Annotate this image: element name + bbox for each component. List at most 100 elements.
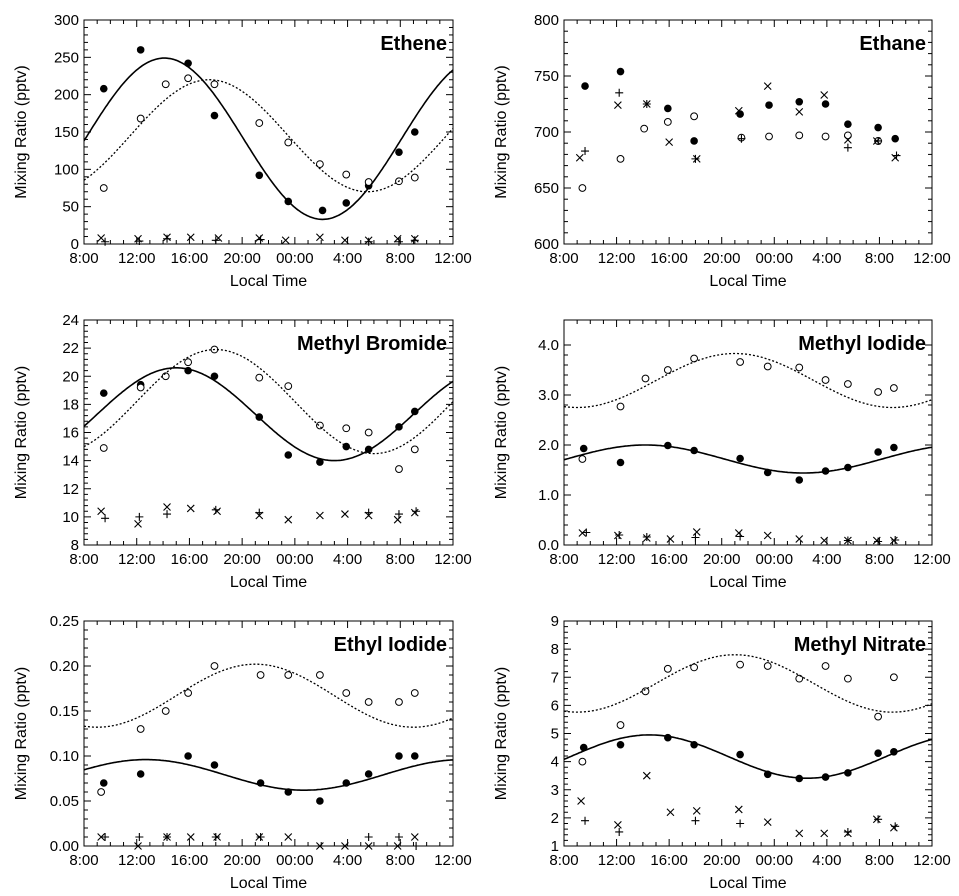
x-axis-label: Local Time <box>709 574 786 591</box>
data-point-open <box>795 363 804 372</box>
data-point-open <box>763 362 772 371</box>
data-point-plus <box>736 819 745 828</box>
solid-fit-curve <box>84 758 453 791</box>
data-point-filled <box>410 128 419 136</box>
data-point-cross <box>410 833 419 841</box>
solid-fit-curve <box>84 367 453 462</box>
data-point-filled <box>579 444 588 453</box>
y-tick-label: 3.0 <box>538 387 559 404</box>
data-point-cross <box>763 82 772 90</box>
x-tick-label: 4:00 <box>333 551 362 568</box>
data-point-open <box>395 698 403 706</box>
x-tick-label: 4:00 <box>812 551 841 568</box>
data-point-cross <box>163 503 171 511</box>
data-point-filled <box>664 441 672 450</box>
x-tick-label: 12:00 <box>913 250 951 267</box>
data-point-filled <box>210 111 219 120</box>
data-point-plus <box>736 532 745 541</box>
data-point-filled <box>795 476 804 484</box>
data-point-plus <box>642 100 651 108</box>
data-point-plus <box>135 833 144 841</box>
dotted-fit-curve <box>84 79 453 193</box>
data-point-filled <box>395 148 403 156</box>
y-tick-label: 1 <box>551 838 559 855</box>
data-point-plus <box>101 833 110 841</box>
data-point-cross <box>820 829 829 838</box>
x-tick-label: 4:00 <box>333 250 362 267</box>
data-point-plus <box>582 528 591 537</box>
data-point-open <box>161 707 170 715</box>
data-point-filled <box>616 740 625 749</box>
y-tick-label: 0 <box>71 236 79 253</box>
data-point-filled <box>891 134 899 143</box>
data-point-cross <box>692 528 701 536</box>
x-tick-label: 12:00 <box>598 852 636 869</box>
data-point-cross <box>820 91 829 99</box>
data-point-open <box>821 662 830 670</box>
data-point-plus <box>691 154 700 163</box>
panel-title: Methyl Nitrate <box>794 634 926 656</box>
x-tick-label: 8:00 <box>69 852 98 869</box>
data-point-open <box>795 674 804 683</box>
data-point-cross <box>97 507 106 516</box>
data-point-open <box>736 358 745 366</box>
x-tick-label: 8:00 <box>865 250 894 267</box>
data-point-cross <box>734 106 743 115</box>
data-point-cross <box>795 829 804 838</box>
x-tick-label: 8:00 <box>386 852 415 869</box>
data-point-cross <box>795 107 804 116</box>
y-tick-label: 800 <box>534 12 559 29</box>
data-point-filled <box>581 82 589 90</box>
x-tick-label: 00:00 <box>276 551 314 568</box>
y-axis-label: Mixing Ratio (pptv) <box>493 366 510 499</box>
data-point-open <box>315 421 324 430</box>
data-point-filled <box>890 443 898 452</box>
x-tick-label: 12:00 <box>913 852 951 869</box>
x-tick-label: 8:00 <box>69 551 98 568</box>
data-point-open <box>821 376 830 384</box>
data-point-open <box>578 757 587 766</box>
data-point-cross <box>284 833 293 841</box>
data-point-open <box>184 689 193 697</box>
y-tick-label: 1.0 <box>538 487 559 504</box>
x-tick-label: 16:00 <box>650 250 688 267</box>
data-point-plus <box>256 235 265 244</box>
data-point-plus <box>874 815 883 824</box>
y-tick-label: 0.05 <box>50 793 79 810</box>
data-point-open <box>616 721 625 729</box>
y-tick-label: 22 <box>62 340 79 357</box>
data-point-cross <box>134 520 142 528</box>
x-tick-label: 16:00 <box>171 551 209 568</box>
x-tick-label: 8:00 <box>549 250 578 267</box>
chart-panel: 8:00 12:00 16:00 20:00 00:00 4:00 8:00 12:00 8 10… <box>13 312 472 591</box>
data-point-cross <box>665 138 674 146</box>
data-point-open <box>342 170 351 179</box>
data-point-filled <box>318 206 327 215</box>
y-tick-label: 0.10 <box>50 748 79 765</box>
data-point-cross <box>281 236 290 245</box>
x-tick-label: 20:00 <box>703 250 741 267</box>
y-tick-label: 250 <box>54 49 79 66</box>
data-point-plus <box>101 514 110 523</box>
y-tick-label: 4 <box>551 754 559 771</box>
data-point-filled <box>210 761 219 769</box>
x-tick-label: 20:00 <box>703 551 741 568</box>
x-tick-label: 4:00 <box>812 250 841 267</box>
data-point-open <box>763 662 772 670</box>
data-point-plus <box>163 234 172 243</box>
data-point-open <box>690 663 699 672</box>
x-tick-label: 12:00 <box>434 551 472 568</box>
x-tick-label: 12:00 <box>598 250 636 267</box>
y-tick-label: 0.25 <box>50 613 79 630</box>
y-tick-label: 50 <box>62 199 79 216</box>
x-tick-label: 12:00 <box>913 551 951 568</box>
data-point-filled <box>410 407 419 416</box>
chart-panel: 8:00 12:00 16:00 20:00 00:00 4:00 8:00 12:00 600… <box>493 12 951 290</box>
data-point-cross <box>186 833 195 841</box>
data-point-open <box>641 374 650 383</box>
data-point-filled <box>255 171 264 180</box>
data-point-cross <box>213 507 221 516</box>
x-tick-label: 20:00 <box>223 551 261 568</box>
data-point-filled <box>664 104 672 113</box>
x-tick-label: 16:00 <box>650 852 688 869</box>
